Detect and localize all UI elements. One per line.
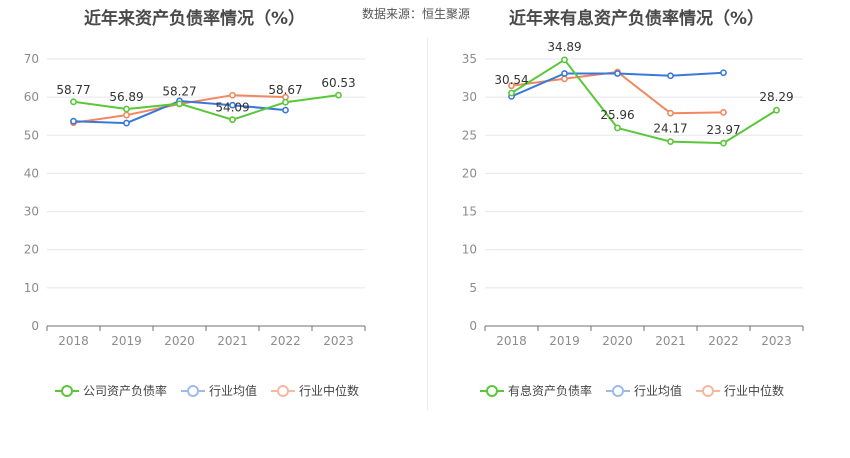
x-tick-label: 2019 [549,334,580,348]
data-point [508,82,515,90]
data-point [176,100,183,108]
divider [427,38,428,410]
x-tick-label: 2023 [323,334,354,348]
x-tick-label: 2019 [111,334,142,348]
legend-swatch [181,384,206,397]
plot-area: 0 5 10 15 20 25 30 35 2018 2019 2020 2021 2022 2023 30… [462,40,804,348]
data-point [123,105,130,113]
data-label: 54.09 [215,101,249,115]
data-source-label: 数据来源：恒生聚源 [362,7,471,21]
y-tick-label: 5 [469,281,477,295]
legend-item[interactable]: 有息资产负债率 [480,382,592,399]
data-label: 30.54 [494,73,528,87]
series-line [73,94,339,121]
data-point [561,56,568,64]
data-point [720,109,727,116]
chart-debt-ratio: 近年来资产负债率情况（%） 0 10 20 30 40 50 60 70 2018 2019 202… [24,9,366,399]
y-tick-label: 40 [24,166,39,180]
legend-swatch [55,384,79,397]
x-tick-label: 2020 [164,334,195,348]
data-label: 58.77 [56,83,90,97]
legend-label: 行业均值 [634,384,683,398]
y-tick-label: 10 [24,281,39,295]
data-point [667,109,674,117]
chart-title: 近年来有息资产负债率情况（%） [509,9,765,29]
x-tick-label: 2022 [708,334,739,348]
data-label: 60.53 [321,76,355,90]
data-point [773,106,780,114]
series-line [510,58,778,145]
legend-swatch [480,384,504,397]
y-tick-label: 0 [31,319,39,333]
y-tick-label: 70 [24,52,39,66]
data-point [720,69,727,77]
data-point [123,119,130,127]
legend-item[interactable]: 行业均值 [606,382,682,399]
data-point [335,91,342,99]
y-tick-label: 0 [469,319,477,333]
data-label: 56.89 [109,90,143,104]
legend-swatch [606,384,631,397]
data-label: 25.96 [600,108,634,122]
y-tick-label: 10 [462,243,477,257]
legend-label: 行业均值 [209,384,258,398]
legend-label: 行业中位数 [299,384,360,398]
y-tick-label: 30 [24,205,39,219]
legend-swatch [271,384,296,397]
chart-interest-debt-ratio: 近年来有息资产负债率情况（%） 0 5 10 15 20 25 30 35 2018 2019 20… [425,0,850,458]
data-label: 23.97 [706,123,740,137]
data-label: 58.27 [162,85,196,99]
data-point [561,75,568,83]
data-label: 24.17 [653,122,687,136]
y-tick-label: 30 [462,90,477,104]
data-point [229,91,236,99]
legend-item[interactable]: 公司资产负债率 [55,382,167,399]
y-tick-label: 15 [462,205,477,219]
x-tick-label: 2023 [761,334,792,348]
data-point [282,98,289,106]
chart-title: 近年来资产负债率情况（%） [84,9,306,29]
plot-area: 0 10 20 30 40 50 60 70 2018 2019 2020 2021 2022 2023 5… [24,52,366,348]
legend-swatch [696,384,721,397]
data-point [123,111,130,119]
legend: 公司资产负债率 行业均值 行业中位数 [55,382,359,399]
data-point [229,116,236,124]
y-tick-label: 60 [24,90,39,104]
legend-label: 公司资产负债率 [83,384,168,398]
data-point [561,70,568,77]
data-point [614,70,621,77]
legend: 有息资产负债率 行业均值 行业中位数 [480,382,784,399]
data-point [70,98,77,106]
data-point [70,117,77,125]
data-point [229,101,236,109]
data-point [667,72,674,80]
legend-label: 行业中位数 [724,384,785,398]
y-tick-label: 50 [24,128,39,142]
data-point [667,138,674,146]
x-tick-label: 2018 [58,334,89,348]
legend-item[interactable]: 行业中位数 [271,382,359,399]
x-tick-label: 2022 [270,334,301,348]
x-tick-label: 2021 [217,334,248,348]
data-label: 58.67 [268,83,302,97]
data-label: 34.89 [547,40,581,54]
x-tick-label: 2021 [655,334,686,348]
legend-item[interactable]: 行业均值 [181,382,257,399]
x-tick-label: 2018 [496,334,527,348]
x-tick-label: 2020 [602,334,633,348]
legend-item[interactable]: 行业中位数 [696,382,784,399]
y-tick-label: 35 [462,52,477,66]
legend-label: 有息资产负债率 [508,384,593,398]
y-tick-label: 25 [462,128,477,142]
data-point [614,124,621,132]
y-tick-label: 20 [462,166,477,180]
y-tick-label: 20 [24,243,39,257]
data-label: 28.29 [759,90,793,104]
data-point [508,89,515,97]
data-point [720,139,727,147]
data-point [282,106,289,114]
